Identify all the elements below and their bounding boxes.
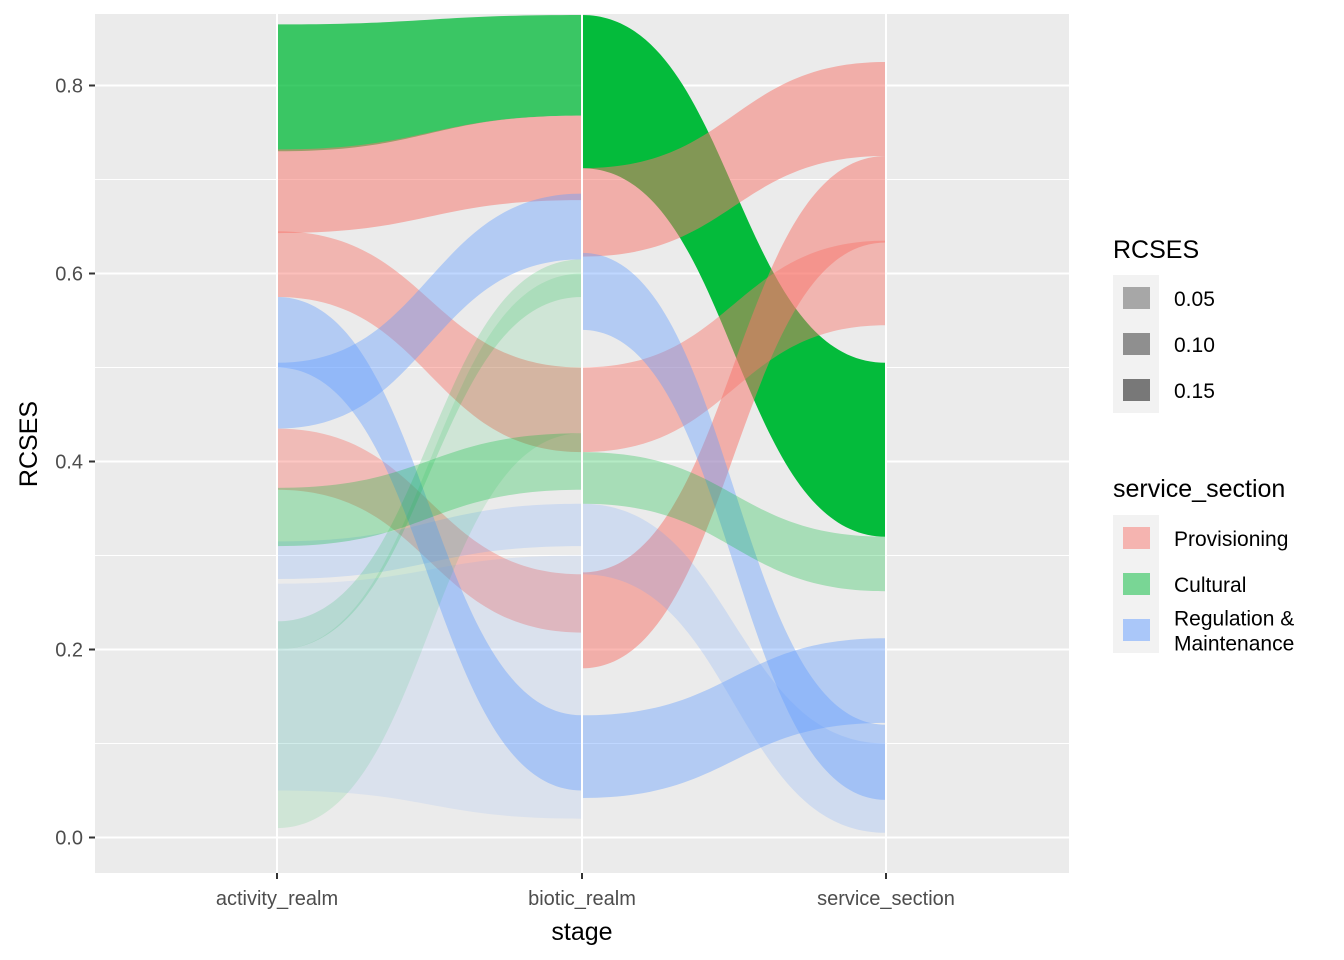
flow-cultural-7 — [277, 433, 582, 547]
legend-service-section-swatch-regulation-maintenance — [1123, 619, 1150, 641]
x-tick-label-activity-realm: activity_realm — [216, 888, 338, 910]
flow-cultural-11 — [582, 15, 886, 537]
flow-regulation-maintenance-5 — [277, 297, 582, 791]
flow-provisioning-3 — [277, 428, 582, 633]
y-tick-label: 0.4 — [55, 452, 83, 474]
flow-regulation-maintenance-16 — [582, 638, 886, 799]
alluvial-flows — [277, 15, 886, 833]
flow-regulation-maintenance-15 — [582, 252, 886, 800]
legend-rcses: RCSES 0.05 0.10 0.15 — [1113, 236, 1215, 413]
legend-service-section-swatch-provisioning — [1123, 527, 1150, 549]
flow-cultural-9 — [277, 273, 582, 829]
legend-rcses-label: 0.15 — [1174, 380, 1215, 403]
flow-provisioning-13 — [582, 156, 886, 669]
legend-rcses-label: 0.10 — [1174, 334, 1215, 357]
stage-lines — [276, 14, 887, 873]
x-axis: activity_realm biotic_realm service_sectio… — [216, 873, 955, 910]
legend-rcses-label: 0.05 — [1174, 288, 1215, 311]
y-axis: 0.0 0.2 0.4 0.6 0.8 — [55, 76, 95, 850]
flow-cultural-0 — [277, 15, 582, 152]
y-axis-title: RCSES — [15, 401, 43, 487]
flow-regulation-maintenance-4 — [277, 193, 582, 429]
flow-provisioning-14 — [582, 240, 886, 453]
y-tick-label: 0.0 — [55, 828, 83, 850]
flow-provisioning-1 — [277, 115, 582, 234]
legend-rcses-swatch — [1123, 333, 1150, 355]
y-tick-label: 0.6 — [55, 264, 83, 286]
legend-service-section-title: service_section — [1113, 475, 1285, 503]
legend-rcses-swatch — [1123, 287, 1150, 309]
flow-provisioning-2 — [277, 231, 582, 453]
flow-regulation-maintenance-18 — [582, 503, 886, 833]
flow-cultural-8 — [277, 259, 582, 650]
flow-cultural-17 — [582, 452, 886, 592]
legend-service-section: service_section Provisioning Cultural Regu… — [1113, 475, 1294, 656]
flow-provisioning-12 — [582, 62, 886, 257]
flow-regulation-maintenance-6 — [277, 503, 582, 579]
x-axis-title: stage — [551, 918, 612, 946]
y-tick-label: 0.8 — [55, 76, 83, 98]
y-tick-label: 0.2 — [55, 640, 83, 662]
legend-rcses-title: RCSES — [1113, 236, 1199, 264]
legend-service-section-label-provisioning: Provisioning — [1174, 528, 1288, 551]
legend-service-section-label-regulation-maintenance: Regulation & Maintenance — [1174, 608, 1294, 656]
legend-service-section-swatch-cultural — [1123, 573, 1150, 595]
legend-rcses-swatch — [1123, 379, 1150, 401]
flow-regulation-maintenance-10 — [277, 555, 582, 819]
legend-service-section-label-cultural: Cultural — [1174, 574, 1246, 597]
x-tick-label-biotic-realm: biotic_realm — [528, 888, 636, 910]
x-tick-label-service-section: service_section — [817, 888, 955, 910]
